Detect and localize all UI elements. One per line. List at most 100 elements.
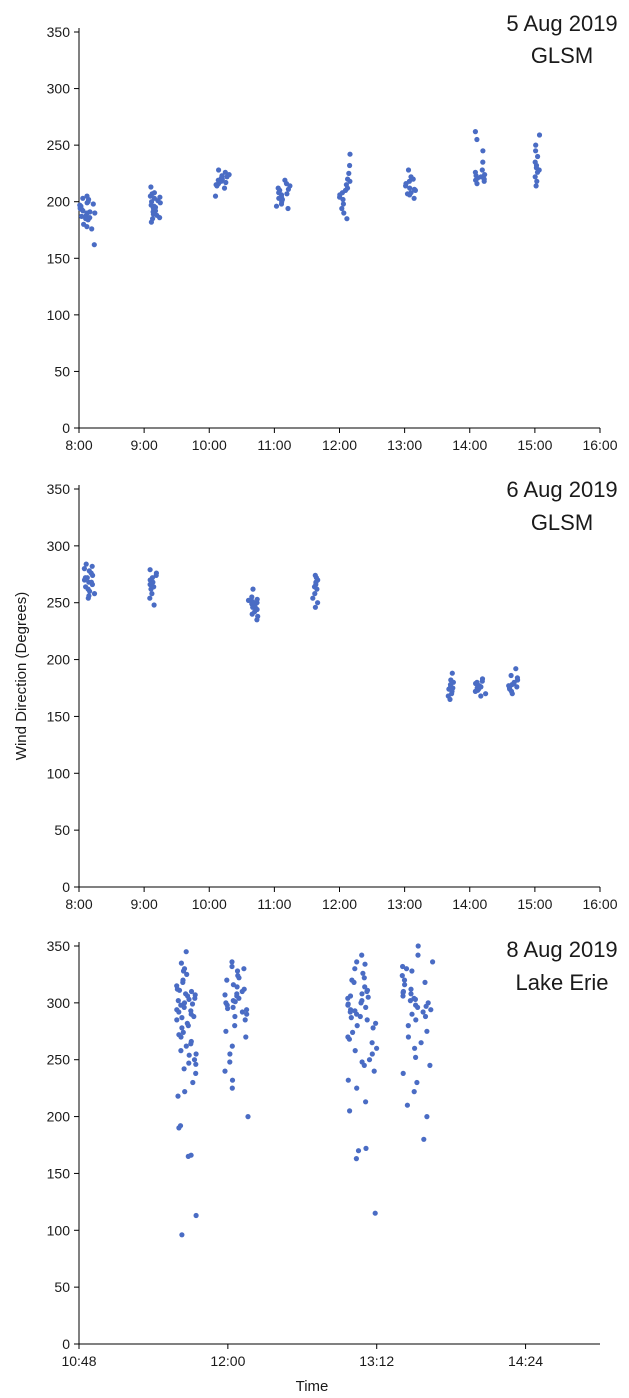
data-point bbox=[192, 992, 198, 998]
data-point bbox=[178, 960, 184, 966]
data-point bbox=[193, 1070, 199, 1076]
data-point bbox=[404, 1102, 410, 1108]
x-tick-label: 13:00 bbox=[387, 896, 422, 912]
data-point bbox=[405, 1034, 411, 1040]
x-tick-label: 13:12 bbox=[359, 1353, 394, 1369]
x-tick-label: 10:00 bbox=[192, 896, 227, 912]
data-point bbox=[254, 596, 260, 602]
data-point bbox=[153, 570, 159, 576]
data-point bbox=[473, 680, 479, 687]
data-point bbox=[148, 184, 154, 190]
data-point bbox=[449, 691, 455, 697]
data-point bbox=[150, 205, 156, 212]
data-point bbox=[400, 963, 406, 970]
y-tick-label: 150 bbox=[47, 250, 71, 266]
data-point bbox=[90, 572, 96, 579]
data-point bbox=[79, 207, 85, 213]
y-tick-label: 100 bbox=[47, 307, 71, 323]
data-point bbox=[180, 968, 187, 974]
data-point bbox=[151, 602, 157, 608]
data-point bbox=[249, 611, 255, 617]
x-tick-label: 15:00 bbox=[517, 896, 552, 912]
data-point bbox=[90, 201, 96, 207]
data-point bbox=[245, 597, 252, 604]
data-point bbox=[346, 170, 352, 176]
data-point bbox=[359, 1059, 365, 1065]
data-point bbox=[188, 1041, 194, 1047]
data-point bbox=[223, 179, 229, 186]
data-point bbox=[189, 1001, 196, 1007]
data-point bbox=[402, 982, 408, 988]
y-tick-label: 150 bbox=[47, 1165, 71, 1181]
data-point bbox=[193, 1212, 199, 1219]
data-point bbox=[157, 215, 163, 221]
data-point bbox=[447, 696, 453, 703]
x-tick-label: 8:00 bbox=[65, 896, 92, 912]
data-point bbox=[276, 195, 282, 201]
data-point bbox=[229, 959, 235, 965]
data-point bbox=[285, 205, 291, 212]
x-axis-label: Time bbox=[296, 1378, 329, 1395]
data-point bbox=[85, 217, 91, 223]
data-point bbox=[223, 1028, 229, 1034]
data-point bbox=[403, 966, 410, 972]
y-tick-label: 200 bbox=[47, 194, 71, 210]
y-tick-label: 350 bbox=[47, 24, 71, 40]
chart-title-site: Lake Erie bbox=[516, 970, 609, 995]
data-point bbox=[232, 1013, 238, 1020]
data-point bbox=[479, 167, 485, 173]
data-point bbox=[337, 194, 343, 200]
data-point bbox=[364, 1017, 370, 1023]
chart-title-date: 8 Aug 2019 bbox=[506, 937, 617, 962]
data-point bbox=[80, 195, 86, 201]
data-point bbox=[225, 1005, 231, 1012]
data-point bbox=[193, 1061, 199, 1067]
chart-title-date: 5 Aug 2019 bbox=[506, 11, 617, 36]
data-point bbox=[506, 685, 513, 691]
data-point bbox=[315, 600, 321, 606]
data-point bbox=[150, 579, 156, 585]
x-tick-label: 12:00 bbox=[210, 1353, 245, 1369]
data-point bbox=[312, 604, 318, 610]
data-points bbox=[77, 129, 543, 248]
data-point bbox=[155, 198, 161, 204]
data-point bbox=[313, 579, 319, 585]
y-tick-label: 250 bbox=[47, 137, 71, 153]
data-point bbox=[403, 181, 409, 187]
data-point bbox=[250, 586, 256, 592]
data-point bbox=[81, 566, 87, 572]
data-point bbox=[249, 594, 255, 600]
data-point bbox=[181, 1004, 187, 1011]
data-point bbox=[213, 182, 219, 188]
data-point bbox=[423, 1003, 429, 1009]
data-point bbox=[148, 219, 154, 225]
y-tick-label: 200 bbox=[47, 652, 71, 668]
data-point bbox=[227, 1051, 233, 1057]
y-tick-label: 300 bbox=[47, 538, 71, 554]
data-point bbox=[413, 1054, 419, 1060]
data-point bbox=[182, 1089, 188, 1095]
data-point bbox=[218, 175, 224, 181]
x-tick-label: 10:48 bbox=[61, 1353, 96, 1369]
data-point bbox=[180, 979, 186, 986]
data-point bbox=[348, 1015, 354, 1021]
data-point bbox=[176, 987, 183, 993]
data-point bbox=[533, 148, 539, 154]
data-point bbox=[347, 151, 353, 157]
data-point bbox=[364, 987, 371, 993]
data-point bbox=[407, 185, 413, 191]
chart-title-site: GLSM bbox=[531, 510, 593, 535]
data-point bbox=[85, 595, 91, 601]
y-tick-label: 0 bbox=[62, 879, 70, 895]
data-point bbox=[533, 183, 539, 189]
data-point bbox=[412, 996, 418, 1003]
data-point bbox=[347, 1009, 353, 1015]
data-point bbox=[176, 1009, 182, 1015]
data-point bbox=[234, 968, 241, 974]
x-tick-label: 12:00 bbox=[322, 437, 357, 453]
data-point bbox=[311, 584, 318, 590]
data-point bbox=[92, 210, 98, 216]
data-point bbox=[185, 1023, 191, 1029]
data-point bbox=[405, 167, 412, 173]
